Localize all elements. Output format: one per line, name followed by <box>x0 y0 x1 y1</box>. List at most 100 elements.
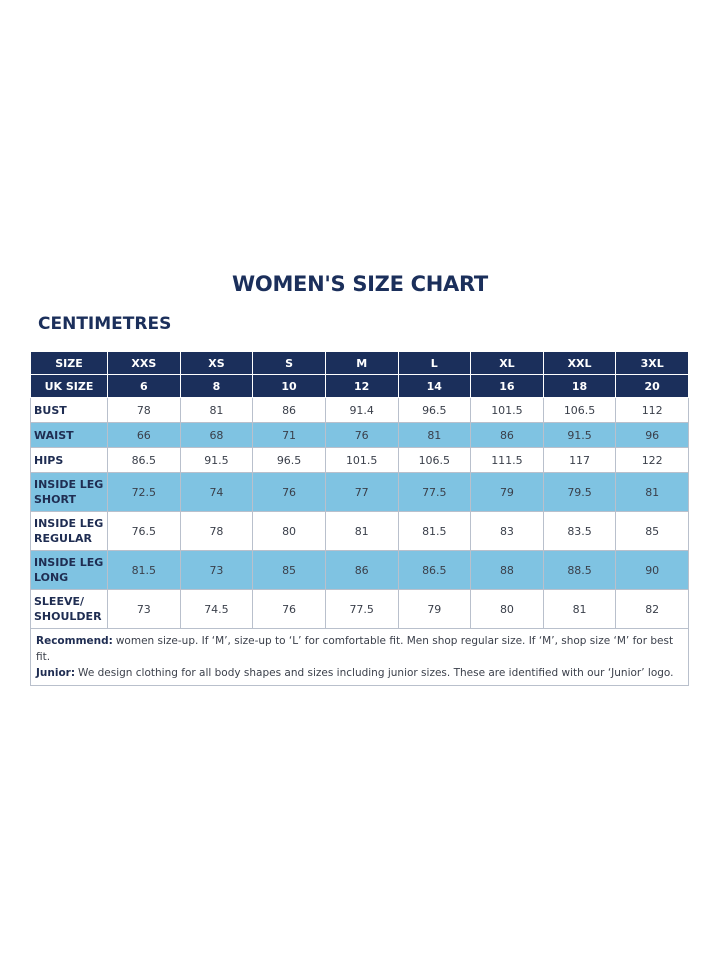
notes-row: Recommend: women size-up. If ‘M’, size-up… <box>30 628 689 686</box>
cell: 81.5 <box>107 550 181 590</box>
cell: 78 <box>107 397 181 423</box>
cell: 79.5 <box>542 472 617 512</box>
cell: 112 <box>615 397 689 423</box>
cell: 96.5 <box>252 447 326 473</box>
cell: 85 <box>615 511 689 551</box>
cell: 66 <box>107 422 181 448</box>
cell: 20 <box>615 374 689 398</box>
cell: 122 <box>615 447 689 473</box>
row-label: INSIDE LEG SHORT <box>30 472 108 512</box>
cell: 68 <box>179 422 254 448</box>
measure-row: WAIST 66 68 71 76 81 86 91.5 96 <box>30 422 689 448</box>
cell: 12 <box>324 374 399 398</box>
cell: 10 <box>252 374 326 398</box>
cell: 81 <box>324 511 399 551</box>
cell: XXS <box>107 351 181 375</box>
cell: XL <box>470 351 544 375</box>
cell: 71 <box>252 422 326 448</box>
row-label: WAIST <box>30 422 108 448</box>
page-title: WOMEN'S SIZE CHART <box>232 272 488 296</box>
cell: 76 <box>324 422 399 448</box>
notes: Recommend: women size-up. If ‘M’, size-up… <box>30 628 689 686</box>
row-label: HIPS <box>30 447 108 473</box>
cell: 91.5 <box>542 422 617 448</box>
cell: XXL <box>542 351 617 375</box>
cell: 73 <box>179 550 254 590</box>
cell: 86 <box>324 550 399 590</box>
note-label: Recommend: <box>36 635 113 647</box>
measure-row: INSIDE LEG LONG 81.5 73 85 86 86.5 88 88.5 90 <box>30 550 689 590</box>
cell: XS <box>179 351 254 375</box>
cell: 88.5 <box>542 550 617 590</box>
cell: 3XL <box>615 351 689 375</box>
cell: 85 <box>252 550 326 590</box>
cell: 86 <box>252 397 326 423</box>
cell: 8 <box>179 374 254 398</box>
cell: M <box>324 351 399 375</box>
row-label: INSIDE LEG REGULAR <box>30 511 108 551</box>
cell: 72.5 <box>107 472 181 512</box>
note: Junior: We design clothing for all body s… <box>36 665 683 681</box>
measure-row: BUST 78 81 86 91.4 96.5 101.5 106.5 112 <box>30 397 689 423</box>
size-row: SIZE XXS XS S M L XL XXL 3XL <box>30 351 689 375</box>
cell: 83 <box>470 511 544 551</box>
cell: 81 <box>397 422 472 448</box>
cell: 76 <box>252 589 326 629</box>
cell: 79 <box>397 589 472 629</box>
cell: 18 <box>542 374 617 398</box>
cell: 106.5 <box>542 397 617 423</box>
cell: 91.5 <box>179 447 254 473</box>
cell: 88 <box>470 550 544 590</box>
cell: 76.5 <box>107 511 181 551</box>
row-label: INSIDE LEG LONG <box>30 550 108 590</box>
cell: 14 <box>397 374 472 398</box>
cell: L <box>397 351 472 375</box>
cell: 90 <box>615 550 689 590</box>
measure-row: SLEEVE/ SHOULDER 73 74.5 76 77.5 79 80 81 82 <box>30 589 689 629</box>
note-text: women size-up. If ‘M’, size-up to ‘L’ fo… <box>36 635 674 663</box>
cell: 78 <box>179 511 254 551</box>
uk-size-row: UK SIZE 6 8 10 12 14 16 18 20 <box>30 374 689 398</box>
cell: 74 <box>179 472 254 512</box>
cell: 111.5 <box>470 447 544 473</box>
row-label: SIZE <box>30 351 108 375</box>
cell: 86 <box>470 422 544 448</box>
cell: 77 <box>324 472 399 512</box>
cell: 86.5 <box>107 447 181 473</box>
cell: 76 <box>252 472 326 512</box>
size-table: SIZE XXS XS S M L XL XXL 3XL UK SIZE 6 8 10 12 14 16 18 2… <box>30 351 689 686</box>
cell: 81 <box>615 472 689 512</box>
note-label: Junior: <box>36 667 76 679</box>
cell: 81 <box>542 589 617 629</box>
cell: 101.5 <box>324 447 399 473</box>
row-label: BUST <box>30 397 108 423</box>
cell: 86.5 <box>397 550 472 590</box>
cell: 117 <box>542 447 617 473</box>
cell: 80 <box>470 589 544 629</box>
cell: 80 <box>252 511 326 551</box>
cell: 106.5 <box>397 447 472 473</box>
cell: 96 <box>615 422 689 448</box>
cell: 101.5 <box>470 397 544 423</box>
cell: 16 <box>470 374 544 398</box>
measure-row: INSIDE LEG SHORT 72.5 74 76 77 77.5 79 79.5 81 <box>30 472 689 512</box>
cell: 83.5 <box>542 511 617 551</box>
cell: 82 <box>615 589 689 629</box>
cell: 6 <box>107 374 181 398</box>
cell: 74.5 <box>179 589 254 629</box>
cell: S <box>252 351 326 375</box>
cell: 73 <box>107 589 181 629</box>
cell: 96.5 <box>397 397 472 423</box>
note: Recommend: women size-up. If ‘M’, size-up… <box>36 633 683 665</box>
note-text: We design clothing for all body shapes a… <box>78 667 674 679</box>
measure-row: HIPS 86.5 91.5 96.5 101.5 106.5 111.5 117 122 <box>30 447 689 473</box>
row-label: SLEEVE/ SHOULDER <box>30 589 108 629</box>
measure-row: INSIDE LEG REGULAR 76.5 78 80 81 81.5 83 83.5 85 <box>30 511 689 551</box>
unit-heading: CENTIMETRES <box>38 314 172 334</box>
cell: 81.5 <box>397 511 472 551</box>
cell: 79 <box>470 472 544 512</box>
cell: 77.5 <box>324 589 399 629</box>
cell: 77.5 <box>397 472 472 512</box>
cell: 91.4 <box>324 397 399 423</box>
